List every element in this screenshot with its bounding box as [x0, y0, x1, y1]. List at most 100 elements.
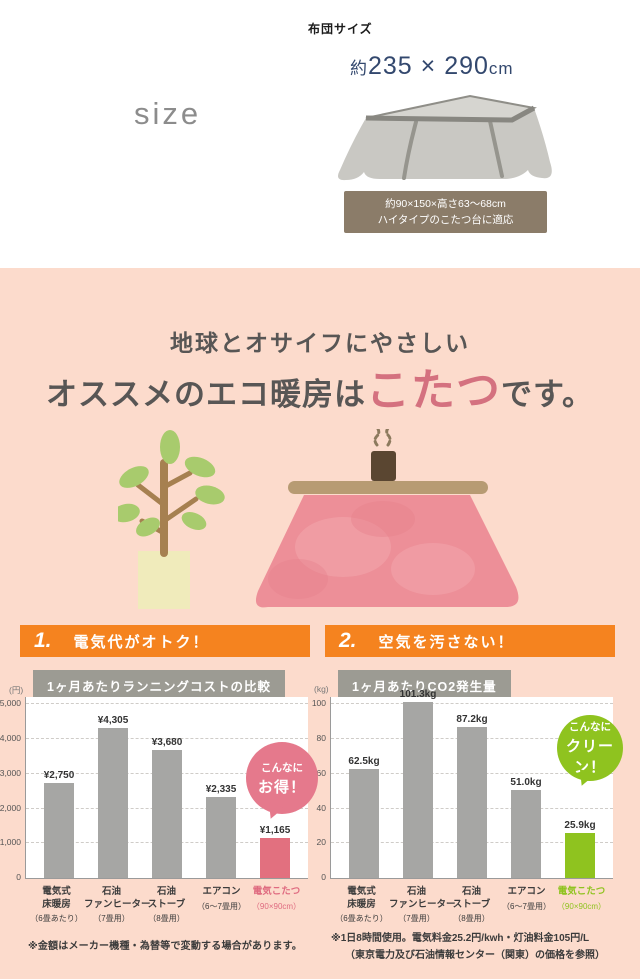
- y-axis-tick: 100: [311, 698, 326, 709]
- category-labels: 電気式 床暖房 （6畳あたり） 石油 ファンヒーター （7畳用） 石油 ストーブ （8畳用） エア…: [25, 879, 308, 924]
- chart-body: (円) 5,000 4,000 3,000 2,000 1,000 0 ¥2,750 ¥4,3…: [0, 685, 318, 882]
- bar-group: ¥3,680: [140, 737, 194, 879]
- gridline: [26, 738, 308, 739]
- y-axis-tick: 40: [316, 802, 326, 813]
- futon-size-label: 布団サイズ: [308, 22, 373, 36]
- category-label: 石油 ファンヒーター （7畳用）: [84, 886, 151, 923]
- bar: [403, 701, 433, 879]
- y-axis-unit: (円): [9, 685, 24, 696]
- running-cost-column: 1. 電気代がオトク！ 1ヶ月あたりランニングコストの比較 (円) 5,000 4…: [0, 625, 318, 964]
- bar: [511, 789, 541, 879]
- bubble-line2: クリーン！: [565, 738, 614, 777]
- category-label: 電気こたつ （90×90cm）: [556, 886, 607, 911]
- y-axis-tick: 80: [316, 733, 326, 743]
- bar-group: ¥2,335: [194, 783, 248, 879]
- y-axis-tick: 2,000: [0, 802, 21, 813]
- kotatsu-fit-info-box: 約90×150×高さ63〜68cm ハイタイプのこたつ台に適応: [344, 191, 547, 233]
- y-axis-tick: 0: [321, 872, 326, 883]
- category-label: 電気こたつ （90×90cm）: [251, 886, 302, 911]
- chart-title: 1ヶ月あたりCO2発生量: [338, 670, 511, 703]
- chart-body: (kg) 100 80 60 40 20 0 62.5kg 101.3kg 87.2kg 51.0…: [312, 684, 623, 882]
- bar: [44, 782, 74, 879]
- usage-note: ※1日8時間使用。電気料金25.2円/kwh・灯油料金105円/L （東京電力及…: [325, 930, 615, 964]
- bar: [98, 728, 128, 879]
- steam-icon: [373, 429, 391, 447]
- y-axis-tick: 0: [16, 872, 21, 883]
- category-label: 電気式 床暖房 （6畳あたり）: [30, 886, 83, 923]
- y-axis-tick: 5,000: [0, 698, 21, 709]
- hero-heading-line2: オススメのエコ暖房はこたつです。: [0, 362, 640, 419]
- bar-group: ¥1,165: [248, 825, 302, 879]
- section-number: 1.: [34, 629, 52, 653]
- bar-value-label: ¥4,305: [97, 715, 129, 727]
- bar-value-label: 62.5kg: [348, 756, 380, 768]
- bar: [260, 837, 290, 879]
- y-axis-tick: 4,000: [0, 733, 21, 743]
- section-number: 2.: [339, 629, 357, 653]
- bar-group: 101.3kg: [391, 688, 445, 879]
- chart-title-row: 1ヶ月あたりCO2発生量: [338, 670, 615, 703]
- bar-group: 87.2kg: [445, 714, 499, 879]
- bar-value-label: ¥3,680: [151, 737, 183, 749]
- bubble-line1: こんなに: [261, 761, 303, 774]
- hero-line2-accent: こたつ: [366, 365, 502, 416]
- cost-note: ※金額はメーカー機種・為替等で変動する場合があります。: [27, 940, 303, 952]
- bars-row: 62.5kg 101.3kg 87.2kg 51.0kg 25.9kg: [331, 689, 613, 879]
- teapot-icon: [370, 429, 396, 482]
- bar-value-label: ¥1,165: [259, 824, 291, 836]
- bubble: こんなに お得！: [246, 742, 318, 830]
- info-line1: 約90×150×高さ63〜68cm: [385, 197, 506, 210]
- futon-dimension: 約235 × 290cm: [350, 52, 514, 81]
- bar: [152, 750, 182, 879]
- category-label: 石油 ファンヒーター （7畳用）: [389, 886, 456, 923]
- dim-prefix: 約: [350, 59, 368, 78]
- bars-row: ¥2,750 ¥4,305 ¥3,680 ¥2,335 ¥1,165: [26, 697, 308, 879]
- co2-column: 2. 空気を汚さない！ 1ヶ月あたりCO2発生量 (kg) 100 80 60 40 2…: [312, 625, 623, 964]
- bar-value-label: 101.3kg: [399, 688, 437, 700]
- futon-size-section: 布団サイズ 約235 × 290cm size 約90×150×高さ63〜68c…: [0, 0, 640, 268]
- bar-group: 62.5kg: [337, 756, 391, 879]
- hero-heading-line1: 地球とオサイフにやさしい: [170, 330, 470, 357]
- category-label: 電気式 床暖房 （6畳あたり）: [335, 886, 388, 923]
- bar-group: ¥2,750: [32, 770, 86, 879]
- category-label: エアコン （6〜7畳用）: [502, 886, 551, 911]
- y-axis-unit: (kg): [314, 684, 329, 695]
- category-label: 石油 ストーブ （8畳用）: [147, 886, 186, 923]
- bar: [206, 796, 236, 879]
- y-axis-tick: 60: [316, 767, 326, 778]
- section-title: 空気を汚さない！: [378, 633, 515, 651]
- section-header-1: 1. 電気代がオトク！: [20, 625, 310, 658]
- bar-value-label: ¥2,750: [43, 769, 75, 781]
- bar-group: 51.0kg: [499, 777, 553, 879]
- chart-title-row: 1ヶ月あたりランニングコストの比較: [33, 670, 310, 703]
- kotatsu-plant-illustration: [117, 429, 518, 610]
- kotatsu-futon-icon: [255, 481, 518, 608]
- bar-group: ¥4,305: [86, 715, 140, 879]
- eco-promo-section: 地球とオサイフにやさしい オススメのエコ暖房はこたつです。: [0, 268, 640, 979]
- bar: [565, 833, 595, 879]
- dim-unit: cm: [488, 59, 514, 78]
- gridline: [26, 703, 308, 705]
- charts-row: 1. 電気代がオトク！ 1ヶ月あたりランニングコストの比較 (円) 5,000 4…: [0, 625, 640, 964]
- bubble-line1: こんなに: [569, 721, 611, 734]
- bar-value-label: ¥2,335: [205, 783, 237, 795]
- bar: [457, 726, 487, 879]
- kotatsu-gray-illustration-icon: [338, 94, 552, 181]
- bar-value-label: 25.9kg: [564, 820, 596, 832]
- category-labels: 電気式 床暖房 （6畳あたり） 石油 ファンヒーター （7畳用） 石油 ストーブ （8畳用） エア…: [330, 879, 613, 924]
- hero-line2-pre: オススメのエコ暖房は: [46, 377, 367, 413]
- bar-value-label: 51.0kg: [510, 776, 542, 788]
- size-word: size: [134, 96, 202, 131]
- bar-value-label: 87.2kg: [456, 713, 488, 725]
- bar: [349, 769, 379, 879]
- y-axis-tick: 20: [316, 837, 326, 848]
- chart-title: 1ヶ月あたりランニングコストの比較: [33, 670, 285, 703]
- category-label: 石油 ストーブ （8畳用）: [452, 886, 491, 923]
- y-axis-tick: 1,000: [0, 837, 21, 848]
- plot-area: (kg) 100 80 60 40 20 0 62.5kg 101.3kg 87.2kg 51.0…: [312, 684, 613, 882]
- y-axis-tick: 3,000: [0, 767, 21, 778]
- bubble: こんなに クリーン！: [557, 715, 623, 797]
- gridline: [331, 703, 613, 705]
- bubble-line2: お得！: [257, 778, 306, 796]
- hero-line2-post: です。: [501, 377, 594, 413]
